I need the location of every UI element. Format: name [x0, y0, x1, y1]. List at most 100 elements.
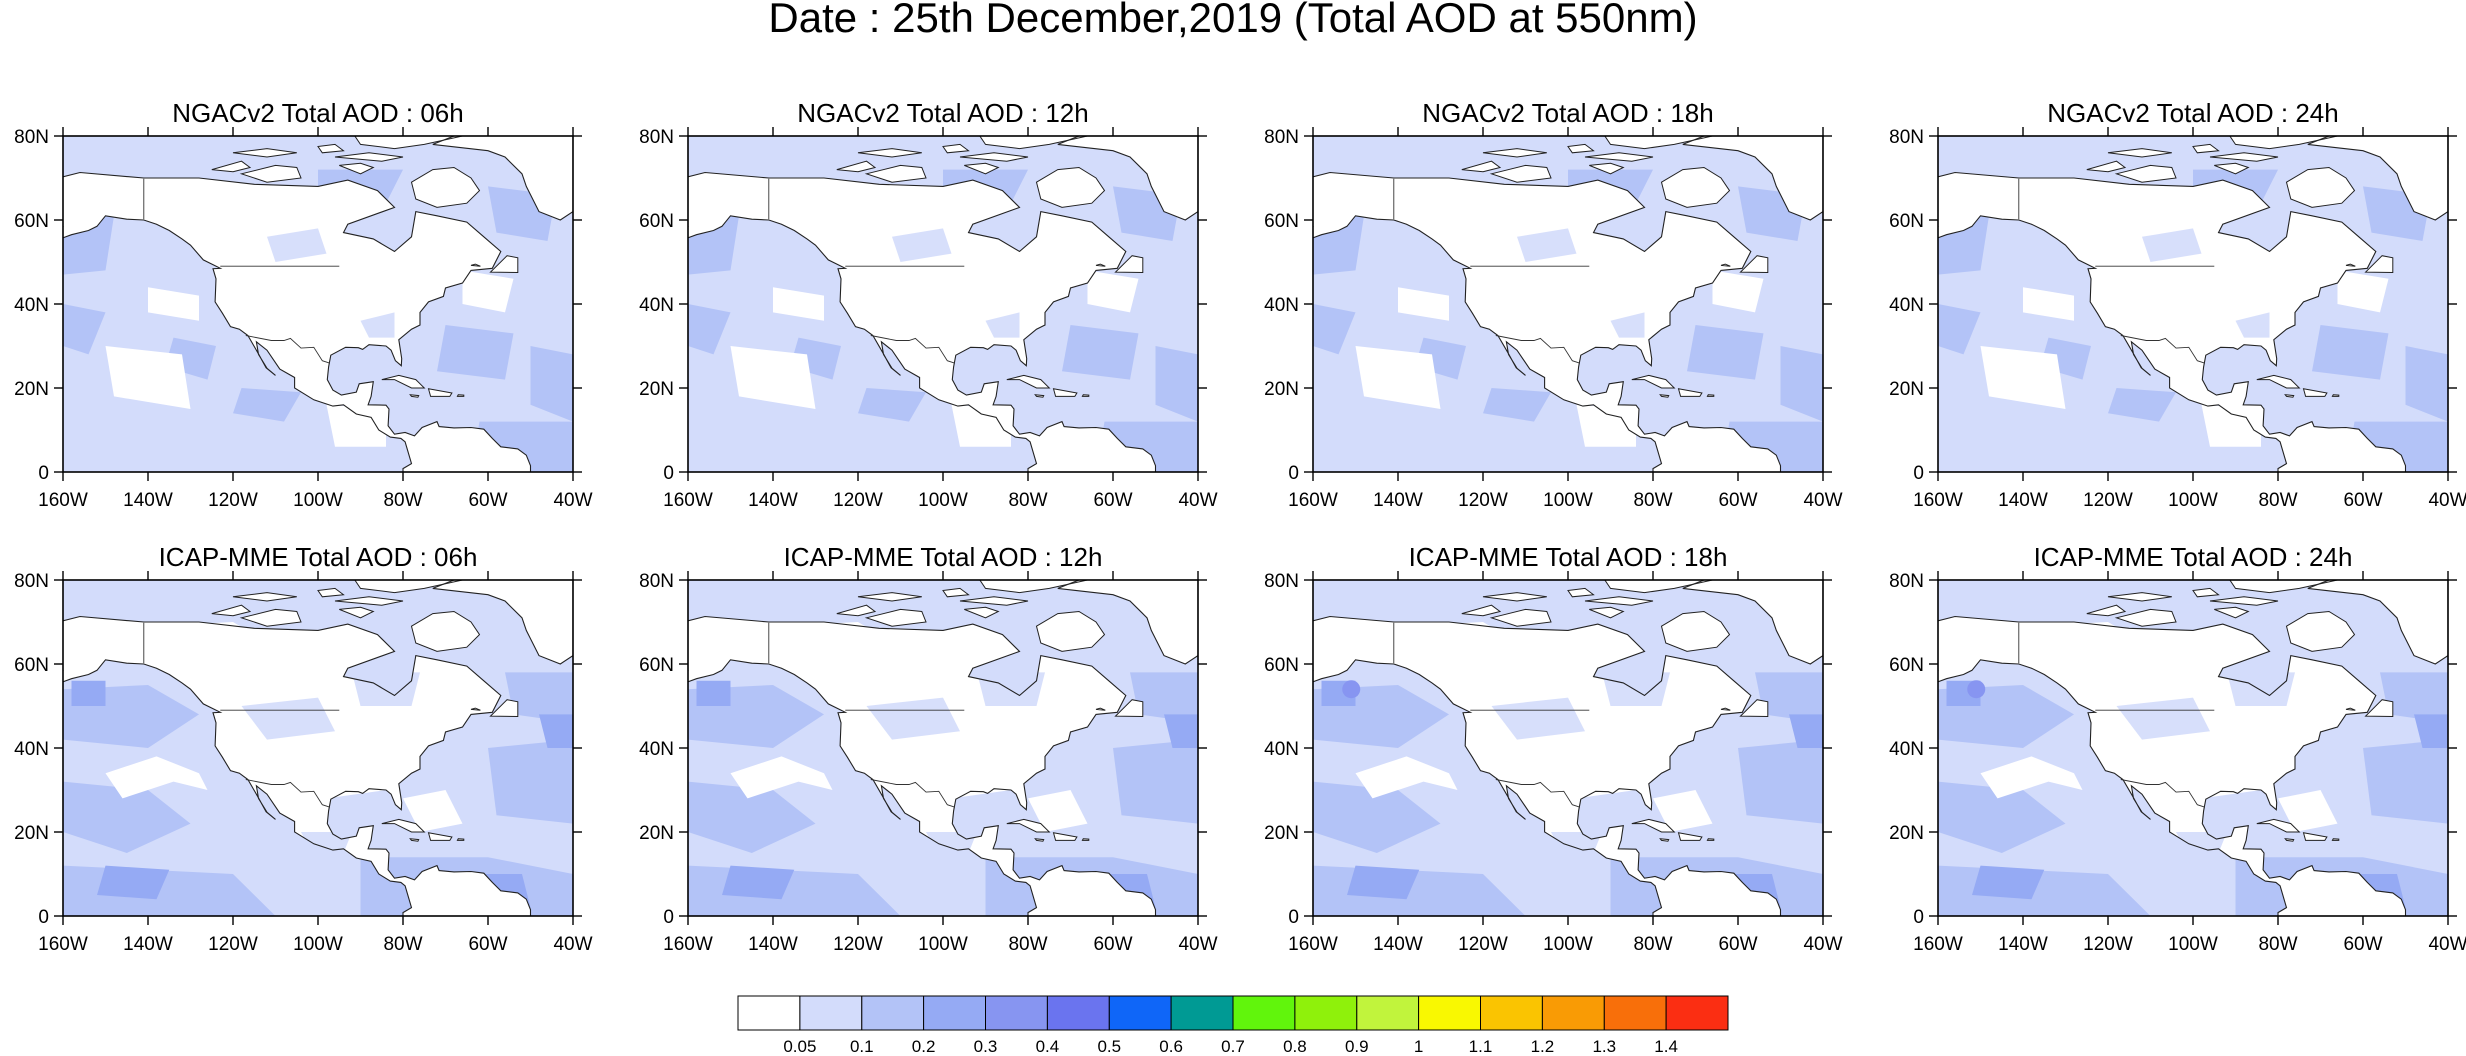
coastline — [63, 171, 532, 472]
lon-tick-label: 120W — [833, 490, 883, 511]
coastline — [959, 596, 1029, 606]
land-island — [979, 580, 1088, 593]
aod-region — [437, 325, 514, 380]
coastline — [2345, 707, 2356, 711]
aod-land-region — [977, 672, 1045, 706]
coastline — [1677, 832, 1703, 841]
lon-tick-label: 60W — [1093, 490, 1132, 511]
colorbar-label: 0.7 — [1221, 1037, 1245, 1056]
land-north-america — [688, 172, 1156, 472]
lon-tick-label: 80W — [2258, 490, 2297, 511]
coastline — [1095, 707, 1106, 711]
land-island — [836, 605, 875, 616]
country-border — [870, 779, 956, 808]
coastline — [2285, 610, 2356, 652]
coastline — [1057, 580, 1198, 665]
lon-tick-label: 120W — [1458, 934, 1508, 955]
coastline — [1604, 580, 1713, 594]
land-island — [1491, 165, 1551, 183]
land-greenland — [1682, 580, 1823, 664]
lon-tick-label: 140W — [748, 490, 798, 511]
aod-low-region — [105, 756, 208, 799]
aod-region — [1938, 781, 2066, 853]
aod-low-region — [1355, 756, 1458, 799]
coastline — [427, 388, 453, 397]
lon-tick-label: 80W — [1008, 934, 1047, 955]
coastline — [942, 143, 970, 154]
coastline — [864, 164, 927, 183]
lat-tick-label: 0 — [1288, 463, 1299, 484]
lon-tick-label: 140W — [748, 934, 798, 955]
coastline — [836, 604, 877, 617]
coastline — [2229, 580, 2338, 594]
land-north-america — [1313, 172, 1781, 472]
lon-tick-label: 100W — [918, 934, 968, 955]
colorbar: 0.05 0.1 0.2 0.3 0.4 0.5 0.6 0.7 0.8 0.9 1 1.1 1.2 1.… — [737, 995, 1729, 1056]
aod-low-region — [326, 404, 386, 447]
aod-peak — [1967, 680, 1986, 699]
lon-tick-label: 40W — [1178, 490, 1217, 511]
aod-land-region — [985, 312, 1020, 338]
coastline — [432, 580, 573, 665]
lon-tick-label: 120W — [1458, 490, 1508, 511]
lon-tick-label: 140W — [1998, 490, 2048, 511]
lat-tick-label: 0 — [38, 463, 49, 484]
aod-field — [63, 136, 573, 472]
aod-peak — [1342, 680, 1361, 699]
colorbar-swatch — [861, 995, 925, 1031]
aod-high-region — [2414, 714, 2448, 748]
lat-tick-label: 20N — [1264, 823, 1299, 844]
colorbar-label: 0.6 — [1159, 1037, 1183, 1056]
coastline — [964, 606, 1000, 619]
land-island — [2303, 388, 2327, 397]
aod-high-region — [1347, 865, 1420, 900]
colorbar-swatch — [1046, 995, 1110, 1031]
aod-land-region — [1602, 672, 1670, 706]
lon-tick-label: 100W — [2168, 490, 2218, 511]
panel-title: NGACv2 Total AOD : 12h — [797, 98, 1088, 128]
land-island — [1740, 699, 1768, 717]
colorbar-swatch — [1170, 995, 1234, 1031]
aod-land-region — [2116, 697, 2210, 740]
coastline — [1081, 838, 1090, 841]
lat-tick-label: 80N — [1264, 127, 1299, 148]
aod-land-region — [241, 697, 335, 740]
aod-low-region — [1398, 287, 1449, 321]
coastline — [2256, 374, 2301, 389]
coastline — [232, 148, 297, 158]
coastline — [2302, 832, 2328, 841]
coastline — [2284, 838, 2295, 842]
land-island — [1661, 167, 1730, 208]
aod-region — [1113, 739, 1198, 824]
lat-tick-label: 60N — [1264, 655, 1299, 676]
coastline — [864, 608, 927, 627]
coastline — [63, 615, 532, 916]
lon-tick-label: 160W — [1913, 490, 1963, 511]
panel-title: NGACv2 Total AOD : 24h — [2047, 98, 2338, 128]
land-island — [241, 165, 301, 183]
lat-tick-label: 40N — [639, 739, 674, 760]
aod-region — [1780, 346, 1823, 422]
lon-tick-label: 40W — [1803, 934, 1842, 955]
coastline — [456, 838, 465, 841]
aod-region — [858, 388, 926, 422]
coastline — [1682, 136, 1823, 221]
lon-tick-label: 40W — [2428, 934, 2466, 955]
lon-tick-label: 80W — [2258, 934, 2297, 955]
coastline — [1081, 394, 1090, 397]
coastline — [2284, 394, 2295, 398]
coastline — [1589, 606, 1625, 619]
aod-low-region — [1712, 270, 1764, 313]
country-border — [245, 779, 331, 808]
land-island — [1036, 611, 1105, 652]
land-island — [1461, 605, 1500, 616]
lat-tick-label: 0 — [663, 463, 674, 484]
coastline — [2364, 699, 2394, 718]
coastline — [239, 608, 302, 627]
lat-tick-label: 60N — [1889, 211, 1924, 232]
coastline — [1660, 610, 1731, 652]
land-island — [354, 580, 463, 593]
lat-tick-label: 80N — [639, 571, 674, 592]
coastline — [339, 606, 375, 619]
land-greenland — [2307, 580, 2448, 664]
